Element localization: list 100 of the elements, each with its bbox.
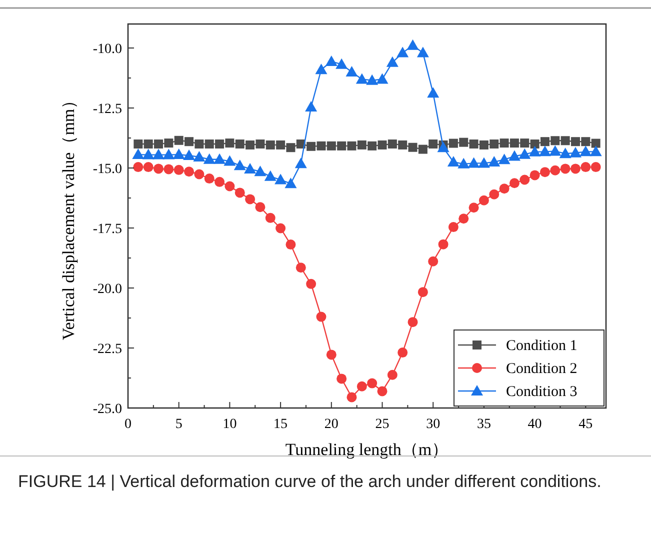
point	[416, 46, 429, 58]
point	[499, 184, 510, 194]
point	[489, 189, 500, 200]
point	[387, 370, 398, 380]
point	[581, 137, 590, 146]
x-tick-label: 40	[528, 417, 542, 432]
point	[325, 55, 338, 66]
point	[447, 156, 460, 166]
point	[448, 222, 458, 232]
point	[162, 148, 175, 160]
point	[357, 140, 366, 150]
point	[408, 142, 418, 152]
point	[284, 178, 297, 188]
point	[459, 138, 468, 147]
point	[376, 73, 388, 84]
point	[306, 142, 316, 151]
point	[154, 140, 164, 148]
point	[508, 150, 520, 161]
point	[367, 378, 378, 388]
point	[326, 141, 336, 150]
point	[204, 174, 214, 184]
point	[560, 164, 570, 174]
point	[234, 188, 245, 198]
point	[520, 138, 530, 148]
point	[368, 141, 377, 150]
point	[194, 140, 204, 148]
point	[408, 317, 418, 328]
point	[468, 202, 479, 213]
point	[590, 162, 601, 172]
point	[538, 146, 551, 156]
point	[347, 141, 356, 150]
x-tick-label: 45	[578, 417, 593, 432]
point	[235, 140, 244, 148]
point	[276, 140, 286, 150]
y-tick-label: -22.5	[92, 342, 122, 357]
point	[215, 140, 224, 148]
point	[315, 64, 328, 74]
point	[316, 141, 326, 150]
point	[184, 137, 194, 146]
point	[245, 194, 256, 204]
point	[549, 145, 562, 156]
point	[183, 150, 196, 160]
point	[254, 166, 266, 176]
point	[418, 287, 428, 298]
point	[264, 170, 276, 181]
y-axis-title: Vertical displacement value（mm）	[59, 92, 78, 340]
point	[337, 141, 346, 150]
point	[306, 278, 316, 289]
point	[346, 66, 358, 76]
x-tick-label: 5	[175, 417, 182, 432]
point	[172, 148, 185, 160]
point	[590, 146, 602, 156]
point	[164, 164, 174, 174]
point	[530, 140, 540, 148]
point	[500, 138, 509, 148]
y-tick-label: -25.0	[92, 402, 122, 417]
x-tick-label: 35	[476, 417, 491, 432]
point	[152, 148, 165, 160]
x-tick-label: 0	[124, 417, 132, 432]
point	[366, 74, 378, 85]
point	[418, 144, 428, 154]
point	[488, 156, 500, 166]
point	[591, 138, 600, 148]
point	[286, 143, 296, 152]
point	[528, 146, 541, 156]
point	[509, 178, 520, 188]
point	[437, 142, 450, 152]
point	[510, 138, 519, 148]
x-tick-label: 10	[222, 417, 237, 432]
point	[406, 39, 419, 50]
point	[438, 239, 448, 250]
point	[378, 140, 387, 150]
point	[234, 160, 246, 170]
point	[246, 140, 255, 150]
point	[184, 166, 194, 177]
point	[214, 176, 225, 187]
point	[154, 164, 164, 174]
point	[560, 136, 570, 146]
caption: FIGURE 14 | Vertical deformation curve of the arch under different conditions.	[18, 471, 602, 493]
point	[458, 158, 470, 168]
point	[276, 223, 286, 234]
point	[143, 162, 154, 172]
point	[336, 58, 348, 69]
point	[204, 140, 214, 148]
point	[356, 381, 367, 392]
point	[469, 140, 478, 148]
point	[144, 140, 153, 148]
point	[386, 56, 398, 67]
point	[224, 155, 236, 166]
point	[225, 138, 234, 148]
point	[518, 148, 531, 159]
point	[174, 164, 184, 175]
x-tick-label: 30	[426, 417, 440, 432]
point	[336, 374, 347, 384]
point	[478, 157, 490, 168]
point	[244, 162, 256, 174]
point	[164, 138, 174, 148]
point	[498, 154, 510, 164]
y-tick-label: -10.0	[92, 42, 122, 57]
point	[133, 162, 144, 172]
